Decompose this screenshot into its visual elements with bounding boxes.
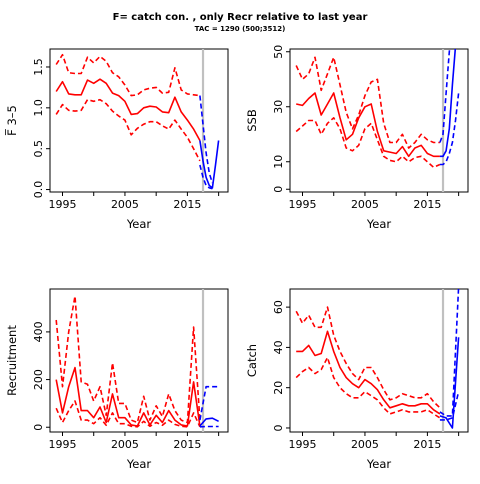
x-axis-label: Year xyxy=(126,217,152,231)
x-tick-label: 1995 xyxy=(288,198,316,211)
x-tick-label: 2005 xyxy=(111,438,139,451)
y-tick-label: 0 xyxy=(272,424,285,431)
series-history-lower xyxy=(296,358,440,418)
figure-title: F= catch con. , only Recr relative to la… xyxy=(113,12,368,23)
y-axis-label: F̅ 3–5 xyxy=(4,105,19,136)
series-history-upper xyxy=(56,55,200,96)
panel-catch: 1995 2005 2015 0 20 40 60 Year Catch xyxy=(245,287,468,471)
y-tick-label: 1.0 xyxy=(32,99,45,117)
y-tick-label: 0 xyxy=(32,424,45,431)
x-tick-label: 1995 xyxy=(48,198,76,211)
y-tick-label: 20 xyxy=(272,381,285,395)
series-history-lower xyxy=(296,118,440,168)
x-tick-label: 1995 xyxy=(48,438,76,451)
panels: 1995 2005 2015 0.0 0.5 1.0 1.5 Year F̅ 3–5 1995 20… xyxy=(4,24,468,471)
y-tick-label: 0 xyxy=(272,186,285,193)
series-history-median xyxy=(56,368,200,426)
series-history-upper xyxy=(296,307,440,408)
x-tick-label: 2005 xyxy=(351,198,379,211)
panel-ssb: 1995 2005 2015 0 10 30 50 Year SSB xyxy=(245,24,468,231)
y-axis-label: Recruitment xyxy=(5,325,19,396)
series-forecast-upper xyxy=(200,96,213,183)
series-group xyxy=(296,24,458,167)
y-tick-label: 0.5 xyxy=(32,140,45,158)
series-history-upper xyxy=(56,296,200,422)
y-tick-label: 30 xyxy=(272,100,285,114)
y-tick-label: 10 xyxy=(272,155,285,169)
x-tick-label: 2015 xyxy=(413,438,441,451)
y-tick-label: 0.0 xyxy=(32,181,45,199)
plot-frame xyxy=(290,49,468,192)
y-tick-label: 400 xyxy=(32,321,45,342)
plot-frame xyxy=(290,289,468,432)
x-tick-label: 2015 xyxy=(413,198,441,211)
y-tick-label: 40 xyxy=(272,340,285,354)
x-axis-label: Year xyxy=(366,217,392,231)
series-history-median xyxy=(56,79,200,140)
y-axis-label: SSB xyxy=(245,109,259,132)
figure-subtitle: TAC = 1290 (500;3512) xyxy=(195,25,286,33)
x-tick-label: 2015 xyxy=(173,438,201,451)
series-group xyxy=(296,287,458,428)
x-tick-label: 2005 xyxy=(351,438,379,451)
y-tick-label: 1.5 xyxy=(32,58,45,76)
y-tick-label: 60 xyxy=(272,300,285,314)
x-axis-label: Year xyxy=(126,457,152,471)
series-group xyxy=(56,296,218,427)
x-tick-label: 2015 xyxy=(173,198,201,211)
series-group xyxy=(56,55,218,189)
panel-f-bar: 1995 2005 2015 0.0 0.5 1.0 1.5 Year F̅ 3–5 xyxy=(4,49,228,231)
y-tick-label: 200 xyxy=(32,369,45,390)
y-axis-label: Catch xyxy=(245,344,259,377)
series-forecast-upper xyxy=(440,24,453,142)
y-tick-label: 50 xyxy=(272,45,285,59)
series-history-median xyxy=(296,93,440,156)
plot-frame xyxy=(50,49,228,192)
panel-recruitment: 1995 2005 2015 0 200 400 Year Recruitment xyxy=(5,289,228,471)
x-tick-label: 2005 xyxy=(111,198,139,211)
x-axis-label: Year xyxy=(366,457,392,471)
x-tick-label: 1995 xyxy=(288,438,316,451)
